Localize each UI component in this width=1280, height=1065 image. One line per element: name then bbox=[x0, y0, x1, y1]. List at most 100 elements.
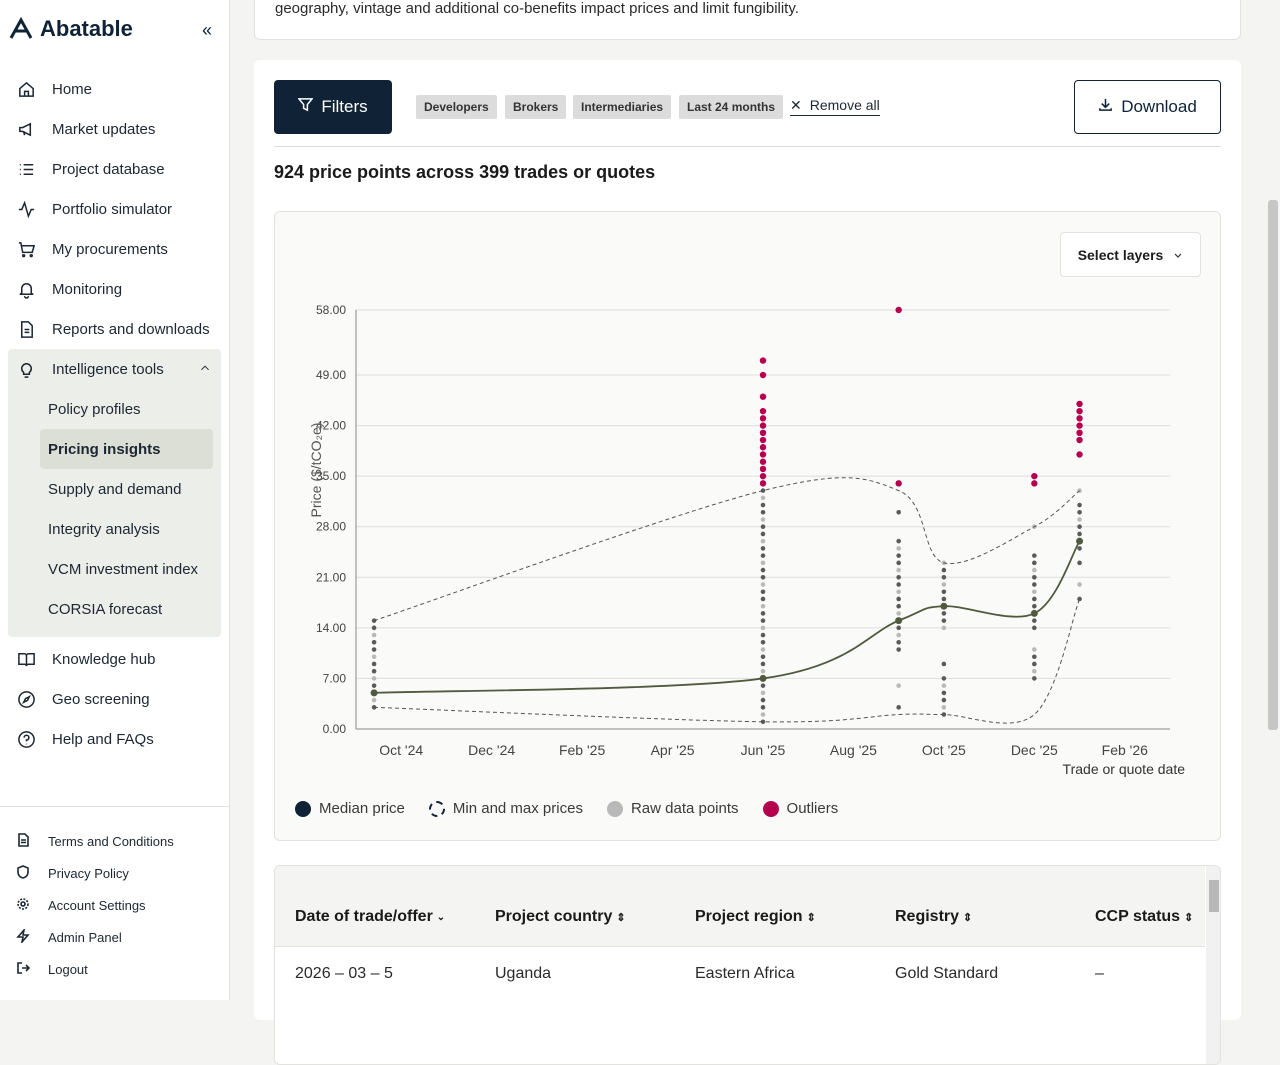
column-header-registry[interactable]: Registry ⇕ bbox=[895, 908, 972, 926]
legend-median[interactable]: Median price bbox=[295, 800, 405, 817]
document-icon bbox=[16, 832, 30, 850]
remove-all-button[interactable]: ✕ Remove all bbox=[790, 97, 880, 116]
raw-data-point bbox=[371, 640, 377, 645]
cell-registry: Gold Standard bbox=[895, 965, 999, 982]
footer-item-terms[interactable]: Terms and Conditions bbox=[0, 825, 229, 857]
sort-icon: ⇕ bbox=[616, 911, 626, 924]
filter-chip-intermediaries[interactable]: Intermediaries bbox=[573, 95, 672, 119]
pricing-panel: Filters Developers Brokers Intermediarie… bbox=[254, 60, 1241, 1065]
column-header-date[interactable]: Date of trade/offer ⌄ bbox=[295, 908, 445, 926]
sidebar-item-label: Intelligence tools bbox=[52, 360, 164, 378]
download-icon bbox=[1098, 97, 1113, 117]
filters-button[interactable]: Filters bbox=[274, 80, 392, 134]
footer-item-account-settings[interactable]: Account Settings bbox=[0, 889, 229, 921]
raw-data-point bbox=[941, 697, 947, 703]
sidebar-subitem-pricing-insights[interactable]: Pricing insights bbox=[40, 429, 213, 469]
raw-data-point bbox=[1077, 546, 1082, 551]
logo[interactable]: Abatable bbox=[8, 16, 133, 42]
sidebar-item-help[interactable]: Help and FAQs bbox=[8, 719, 221, 759]
footer-item-privacy[interactable]: Privacy Policy bbox=[0, 857, 229, 889]
outlier-point bbox=[759, 371, 767, 379]
column-label: Registry bbox=[895, 908, 960, 925]
sidebar-item-project-database[interactable]: Project database bbox=[8, 149, 221, 189]
footer-item-label: Logout bbox=[48, 961, 88, 977]
intro-card: geography, vintage and additional co-ben… bbox=[254, 0, 1241, 40]
megaphone-icon bbox=[16, 119, 36, 139]
sidebar-item-intelligence-tools[interactable]: Intelligence tools bbox=[8, 349, 221, 389]
outlier-point bbox=[759, 357, 767, 364]
sidebar-item-market-updates[interactable]: Market updates bbox=[8, 109, 221, 149]
raw-data-point bbox=[896, 553, 901, 558]
raw-data-point bbox=[760, 524, 766, 530]
footer-item-logout[interactable]: Logout bbox=[0, 953, 229, 985]
footer-item-label: Privacy Policy bbox=[48, 865, 129, 881]
filter-chip-last-24-months[interactable]: Last 24 months bbox=[679, 95, 784, 119]
filter-chip-developers[interactable]: Developers bbox=[416, 95, 497, 119]
filters-label: Filters bbox=[321, 97, 368, 116]
sidebar-subitem-corsia-forecast[interactable]: CORSIA forecast bbox=[48, 600, 163, 618]
close-icon: ✕ bbox=[790, 97, 802, 113]
select-layers-dropdown[interactable]: Select layers bbox=[1060, 232, 1201, 277]
outlier-point bbox=[1076, 407, 1083, 415]
raw-data-point bbox=[371, 647, 377, 652]
sidebar-item-home[interactable]: Home bbox=[8, 69, 221, 109]
sidebar-item-monitoring[interactable]: Monitoring bbox=[8, 269, 221, 309]
raw-data-point bbox=[760, 712, 766, 717]
raw-data-point bbox=[760, 574, 766, 580]
raw-data-point bbox=[896, 632, 901, 638]
outlier-point bbox=[759, 472, 767, 480]
sidebar-subitem-policy-profiles[interactable]: Policy profiles bbox=[48, 400, 141, 418]
sidebar-item-geo-screening[interactable]: Geo screening bbox=[8, 679, 221, 719]
raw-data-point bbox=[896, 567, 901, 573]
legend-outliers[interactable]: Outliers bbox=[762, 800, 838, 817]
sidebar-subitem-supply-and-demand[interactable]: Supply and demand bbox=[48, 480, 182, 498]
sidebar-item-reports[interactable]: Reports and downloads bbox=[8, 309, 221, 349]
cell-country: Uganda bbox=[495, 965, 552, 982]
x-tick-label: Apr '25 bbox=[651, 742, 695, 758]
minmax-swatch-icon bbox=[428, 800, 445, 817]
help-icon bbox=[16, 729, 36, 749]
raw-data-point bbox=[1077, 596, 1082, 602]
raw-data-point bbox=[941, 618, 947, 623]
table-scrollbar[interactable] bbox=[1206, 866, 1220, 1064]
raw-data-point bbox=[760, 603, 766, 609]
footer-nav: Terms and Conditions Privacy Policy Acco… bbox=[0, 806, 229, 985]
sidebar-subitem-vcm-investment-index[interactable]: VCM investment index bbox=[48, 560, 199, 578]
page-scrollbar-thumb[interactable] bbox=[1268, 200, 1278, 730]
chevron-down-icon bbox=[1173, 247, 1183, 263]
footer-item-admin-panel[interactable]: Admin Panel bbox=[0, 921, 229, 953]
download-button[interactable]: Download bbox=[1074, 80, 1221, 134]
sidebar-subitem-integrity-analysis[interactable]: Integrity analysis bbox=[48, 520, 160, 538]
download-label: Download bbox=[1121, 97, 1197, 116]
sidebar-item-portfolio-simulator[interactable]: Portfolio simulator bbox=[8, 189, 221, 229]
raw-data-point bbox=[760, 647, 766, 652]
outlier-point bbox=[759, 393, 767, 400]
raw-data-point bbox=[941, 625, 947, 631]
sidebar-item-my-procurements[interactable]: My procurements bbox=[8, 229, 221, 269]
list-icon bbox=[16, 159, 36, 179]
raw-data-point bbox=[371, 683, 377, 688]
collapse-sidebar-icon[interactable]: « bbox=[202, 20, 213, 40]
column-header-ccp-status[interactable]: CCP status ⇕ bbox=[1095, 908, 1193, 926]
table-scrollbar-thumb[interactable] bbox=[1209, 880, 1219, 912]
column-header-region[interactable]: Project region ⇕ bbox=[695, 908, 816, 926]
raw-data-point bbox=[371, 654, 377, 660]
outlier-point bbox=[895, 480, 902, 487]
column-header-country[interactable]: Project country ⇕ bbox=[495, 908, 626, 926]
sidebar-item-knowledge-hub[interactable]: Knowledge hub bbox=[8, 639, 221, 679]
raw-data-point bbox=[760, 560, 766, 566]
shield-icon bbox=[16, 864, 30, 882]
outlier-point bbox=[1076, 422, 1083, 429]
outlier-point bbox=[759, 422, 767, 429]
y-tick-label: 35.00 bbox=[316, 469, 346, 483]
y-tick-label: 14.00 bbox=[316, 621, 346, 635]
sort-icon: ⇕ bbox=[963, 911, 973, 924]
legend-raw[interactable]: Raw data points bbox=[606, 800, 739, 817]
outlier-point bbox=[1031, 480, 1038, 487]
outlier-point bbox=[759, 444, 767, 451]
filter-chip-brokers[interactable]: Brokers bbox=[505, 95, 567, 119]
raw-data-point bbox=[941, 661, 947, 667]
page-scrollbar[interactable] bbox=[1266, 0, 1280, 1000]
legend-minmax[interactable]: Min and max prices bbox=[428, 800, 583, 817]
raw-data-point bbox=[941, 582, 947, 587]
